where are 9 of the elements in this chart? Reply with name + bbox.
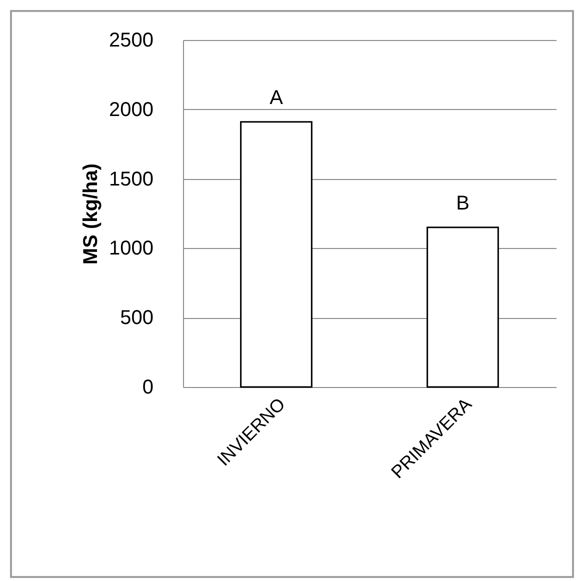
- annotation: A: [270, 86, 284, 109]
- y-tick-label: 500: [120, 307, 154, 330]
- y-tick-label: 2000: [109, 98, 154, 121]
- annotation: B: [456, 192, 470, 214]
- y-tick-label: 1000: [109, 238, 154, 260]
- y-axis-title: MS (kg/ha): [80, 163, 102, 265]
- y-tick-label: 0: [142, 376, 154, 398]
- y-tick-label: 2500: [109, 30, 154, 52]
- y-tick-label: 1500: [109, 168, 154, 190]
